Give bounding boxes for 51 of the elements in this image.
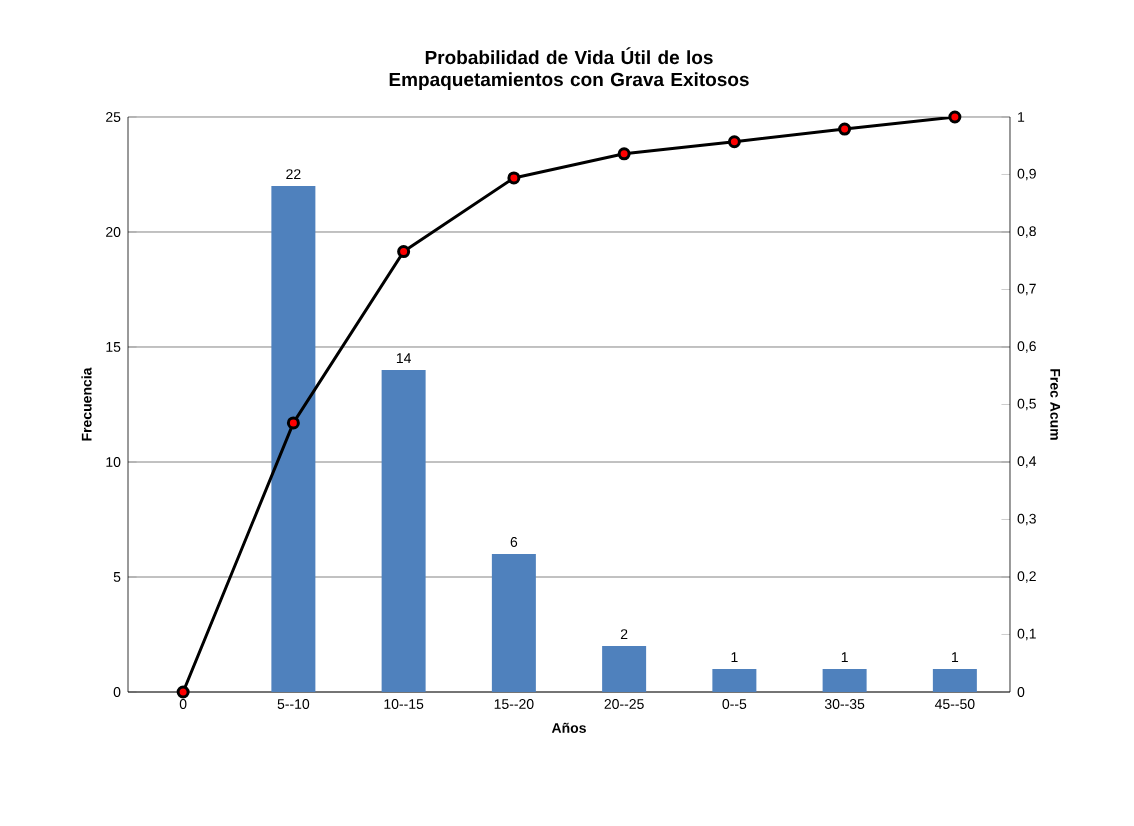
y2-tick-label: 0,7 — [1017, 283, 1036, 296]
point — [286, 416, 300, 430]
data-label: 1 — [841, 652, 848, 662]
point — [617, 147, 631, 161]
y2-tick-label: 0,8 — [1017, 226, 1036, 238]
y-tick-label: 15 — [106, 342, 121, 352]
point — [397, 245, 411, 259]
bar — [712, 669, 757, 692]
y2-tick-label: 1 — [1018, 112, 1025, 122]
data-label: 1 — [952, 652, 959, 662]
data-label: 2 — [620, 629, 628, 639]
y-tick-label: 0 — [113, 687, 121, 697]
x-tick-label: 10--15 — [384, 699, 424, 709]
y2-tick-label: 0,9 — [1017, 168, 1036, 181]
x-tick-label: 0 — [179, 699, 187, 709]
y2-tick-label: 0,6 — [1017, 341, 1036, 353]
bar — [932, 669, 977, 692]
point — [948, 110, 962, 124]
x-axis-title: Años — [551, 722, 586, 733]
data-label: 6 — [510, 537, 518, 547]
bar — [271, 186, 316, 692]
x-tick-label: 0--5 — [722, 699, 747, 709]
point — [176, 685, 190, 699]
bar — [602, 646, 647, 692]
y2-tick-label: 0,2 — [1017, 571, 1036, 583]
chart-title: Probabilidad de Vida Útil de los Empaquetamientos con Grava Exitosos — [389, 47, 749, 90]
point — [727, 135, 741, 149]
data-label: 22 — [286, 169, 301, 179]
point — [838, 122, 852, 136]
bar — [381, 370, 426, 692]
y-tick-label: 5 — [113, 572, 121, 582]
y-axis-title: Frecuencia — [81, 367, 92, 441]
x-tick-label: 15--20 — [494, 699, 534, 709]
y2-tick-label: 0 — [1017, 687, 1025, 697]
data-label: 1 — [731, 652, 738, 662]
point — [507, 171, 521, 185]
x-tick-label: 5--10 — [277, 699, 310, 709]
y2-tick-label: 0,3 — [1017, 513, 1036, 526]
x-tick-label: 45--50 — [934, 699, 975, 709]
data-label: 14 — [396, 353, 411, 363]
y-tick-label: 20 — [106, 227, 121, 237]
x-tick-label: 20--25 — [604, 699, 644, 709]
x-tick-label: 30--35 — [824, 699, 865, 709]
bar — [822, 669, 867, 692]
y2-tick-label: 0,4 — [1017, 456, 1037, 468]
y2-tick-label: 0,1 — [1017, 628, 1036, 641]
bar — [491, 554, 536, 692]
y-tick-label: 25 — [106, 112, 121, 122]
y2-axis-title: Frec Acum — [1050, 369, 1061, 440]
y2-tick-label: 0,5 — [1017, 398, 1036, 411]
y-tick-label: 10 — [106, 457, 121, 467]
